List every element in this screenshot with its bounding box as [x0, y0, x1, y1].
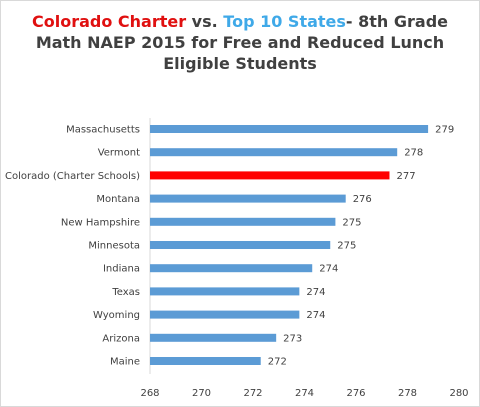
data-label: 276 — [353, 194, 372, 205]
x-tick-label: 272 — [243, 388, 262, 399]
data-label: 275 — [342, 217, 361, 228]
data-label: 279 — [435, 125, 454, 136]
x-tick-label: 278 — [398, 388, 417, 399]
data-label: 274 — [319, 264, 338, 275]
bar — [150, 287, 300, 296]
category-label: Colorado (Charter Schools) — [5, 171, 140, 182]
bar — [150, 264, 313, 273]
title-colorado-charter: Colorado Charter — [31, 12, 187, 31]
x-tick-label: 280 — [449, 388, 468, 399]
category-label: Wyoming — [93, 310, 140, 321]
bar — [150, 217, 336, 226]
category-label: Texas — [111, 287, 140, 298]
x-tick-label: 268 — [140, 388, 159, 399]
x-tick-label: 270 — [192, 388, 211, 399]
title-vs: vs. — [186, 12, 224, 31]
category-label: Massachusetts — [66, 125, 140, 136]
bar — [150, 310, 300, 319]
category-label: Maine — [110, 357, 140, 368]
bar — [150, 148, 398, 157]
chart-title-line-2: Math NAEP 2015 for Free and Reduced Lunc… — [35, 33, 445, 52]
data-label: 274 — [306, 310, 325, 321]
data-label: 272 — [268, 357, 287, 368]
x-tick-label: 276 — [346, 388, 365, 399]
title-top-10-states: Top 10 States — [223, 12, 346, 31]
category-label: Minnesota — [88, 241, 140, 252]
x-tick-label: 274 — [295, 388, 314, 399]
chart-title-line-1: Colorado Charter vs. Top 10 States- 8th … — [0, 11, 480, 32]
bar — [150, 241, 331, 249]
bar — [150, 125, 429, 133]
bar-highlight — [150, 171, 390, 180]
category-label: Montana — [96, 194, 140, 205]
category-label: Arizona — [102, 333, 140, 344]
bar — [150, 357, 261, 365]
data-label: 277 — [396, 171, 415, 182]
data-label: 273 — [283, 333, 302, 344]
bar — [150, 194, 346, 203]
category-label: Vermont — [98, 148, 140, 159]
bar — [150, 333, 277, 342]
data-label: 274 — [306, 287, 325, 298]
chart-title: Colorado Charter vs. Top 10 States- 8th … — [0, 11, 480, 74]
category-label: New Hampshire — [61, 217, 140, 228]
category-label: Indiana — [103, 264, 140, 275]
chart-title-line-3: Eligible Students — [163, 54, 317, 73]
title-grade: - 8th Grade — [345, 12, 448, 31]
data-label: 275 — [337, 241, 356, 252]
data-label: 278 — [404, 148, 423, 159]
